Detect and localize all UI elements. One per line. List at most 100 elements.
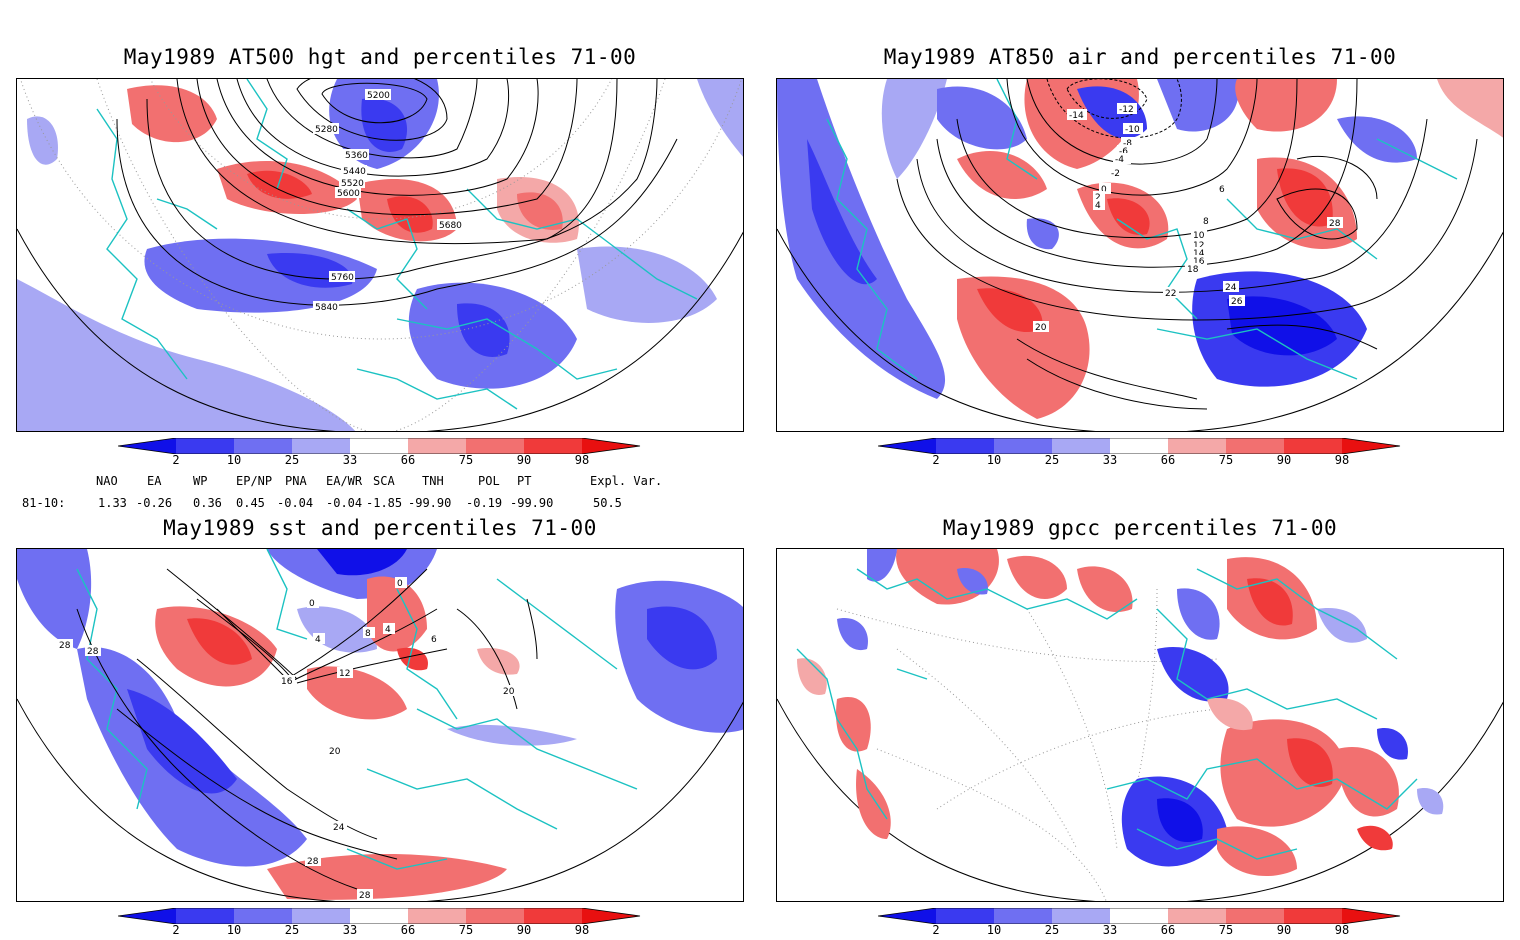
index-header: NAO: [96, 474, 118, 488]
index-value: 50.5: [593, 496, 622, 510]
index-value-row: 81-10: 1.33 -0.26 0.36 0.45 -0.04 -0.04 …: [0, 496, 700, 512]
colorbar-tick: 98: [1334, 923, 1350, 937]
index-value: -99.90: [408, 496, 452, 510]
colorbar-tick: 10: [226, 453, 242, 467]
contour-label: 5280: [315, 125, 338, 135]
colorbar-tick: 75: [1218, 453, 1234, 467]
colorbar-swatches: [118, 908, 641, 924]
contour-label: 12: [1193, 241, 1204, 251]
map-panel-gpcc: [776, 548, 1504, 902]
contour-label: 24: [333, 823, 345, 833]
colorbar-tick: 66: [400, 453, 416, 467]
contour-label: 10: [1193, 231, 1205, 241]
colorbar-tick: 25: [284, 923, 300, 937]
height-contours: [116, 79, 678, 306]
colorbar-swatches: [878, 908, 1401, 924]
contour-label: 20: [329, 747, 341, 757]
contour-label: 18: [1187, 265, 1199, 275]
colorbar-tick: 33: [1102, 453, 1118, 467]
panel-title-sst: May1989 sst and percentiles 71-00: [163, 516, 597, 540]
contour-label: 6: [1219, 185, 1225, 195]
contour-label: 28: [1329, 219, 1341, 229]
contour-label: 12: [339, 669, 350, 679]
hemisphere-grid: [19, 79, 743, 431]
index-header: EA: [147, 474, 162, 488]
index-header-row: NAO EA WP EP/NP PNA EA/WR SCA TNH POL PT…: [0, 474, 700, 490]
index-value: -99.90: [510, 496, 554, 510]
index-row-label: 81-10:: [22, 496, 66, 510]
panel-title-hgt500: May1989 AT500 hgt and percentiles 71-00: [123, 45, 637, 69]
colorbar-tick: 90: [516, 453, 532, 467]
contour-label: 5600: [337, 189, 360, 199]
panel-title-gpcc: May1989 gpcc percentiles 71-00: [942, 516, 1338, 540]
colorbar-gpcc: 2 10 25 33 66 75 90 98: [878, 908, 1438, 940]
index-value: 0.36: [193, 496, 222, 510]
contour-label: 28: [359, 891, 371, 901]
contour-label: 22: [1165, 289, 1176, 299]
colorbar-air850: 2 10 25 33 66 75 90 98: [878, 438, 1438, 478]
colorbar-tick: 66: [1160, 923, 1176, 937]
coastlines: [96, 79, 698, 410]
colorbar-tick: 10: [226, 923, 242, 937]
contour-label: 0: [1101, 185, 1107, 195]
contour-label: 5840: [315, 303, 338, 313]
contour-label: 24: [1225, 283, 1237, 293]
contour-label: 4: [1095, 201, 1101, 211]
temperature-contours: [896, 79, 1478, 410]
index-value: -1.85: [366, 496, 403, 510]
map-hgt500: 5200 5280 5360 5440 5520 5600 5680 5760 …: [17, 79, 743, 431]
colorbar-tick: 98: [574, 923, 590, 937]
colorbar-tick: 66: [400, 923, 416, 937]
contour-label: 4: [315, 635, 321, 645]
colorbar-tick: 2: [172, 923, 180, 937]
contour-label: 5760: [331, 273, 354, 283]
contour-label: 20: [503, 687, 515, 697]
index-header: PNA: [285, 474, 307, 488]
colorbar-tick: 66: [1160, 453, 1176, 467]
contour-label: 4: [385, 625, 391, 635]
contour-label: -2: [1111, 169, 1120, 179]
contour-label: 8: [365, 629, 371, 639]
index-value: -0.04: [326, 496, 363, 510]
percentile-shading: [797, 549, 1444, 877]
contour-label: 28: [59, 641, 71, 651]
colorbar-tick: 2: [932, 923, 940, 937]
contour-labels: -14 -12 -10 -8 -6 -4 -2 0 2 4 6 8 10 12 …: [1033, 103, 1343, 333]
colorbar-tick: 33: [1102, 923, 1118, 937]
colorbar-tick: 75: [1218, 923, 1234, 937]
colorbar-tick: 75: [458, 453, 474, 467]
contour-label: -6: [1119, 147, 1128, 157]
coastlines: [76, 549, 638, 870]
contour-label: 5680: [439, 221, 462, 231]
colorbar-tick: 75: [458, 923, 474, 937]
index-value: -0.26: [136, 496, 173, 510]
map-panel-air850: -14 -12 -10 -8 -6 -4 -2 0 2 4 6 8 10 12 …: [776, 78, 1504, 432]
contour-label: 2: [1095, 193, 1101, 203]
contour-label: 14: [1193, 249, 1205, 259]
percentile-shading: [17, 79, 743, 431]
index-header: Expl. Var.: [590, 474, 663, 488]
colorbar-tick: 90: [1276, 923, 1292, 937]
index-value: 1.33: [98, 496, 127, 510]
colorbar-swatches: [878, 438, 1401, 454]
contour-label: 5440: [343, 167, 366, 177]
map-panel-hgt500: 5200 5280 5360 5440 5520 5600 5680 5760 …: [16, 78, 744, 432]
contour-label: 5360: [345, 151, 368, 161]
colorbar-tick: 10: [986, 923, 1002, 937]
contour-label: 0: [309, 599, 315, 609]
percentile-shading: [17, 549, 743, 900]
map-panel-sst: 0 0 4 4 8 6 12 16 20 20 24 28 28 28 28: [16, 548, 744, 902]
hemisphere-grid: [836, 588, 1218, 901]
contour-label: 5520: [341, 179, 364, 189]
contour-label: 6: [431, 635, 437, 645]
colorbar-tick: 90: [516, 923, 532, 937]
coastlines: [796, 568, 1418, 860]
contour-label: -14: [1069, 111, 1084, 121]
colorbar-tick: 33: [342, 453, 358, 467]
contour-label: 0: [397, 579, 403, 589]
colorbar-tick: 25: [1044, 923, 1060, 937]
map-gpcc: [777, 549, 1503, 901]
colorbar-tick: 10: [986, 453, 1002, 467]
contour-label: 28: [307, 857, 319, 867]
contour-labels: 5200 5280 5360 5440 5520 5600 5680 5760 …: [313, 89, 463, 313]
